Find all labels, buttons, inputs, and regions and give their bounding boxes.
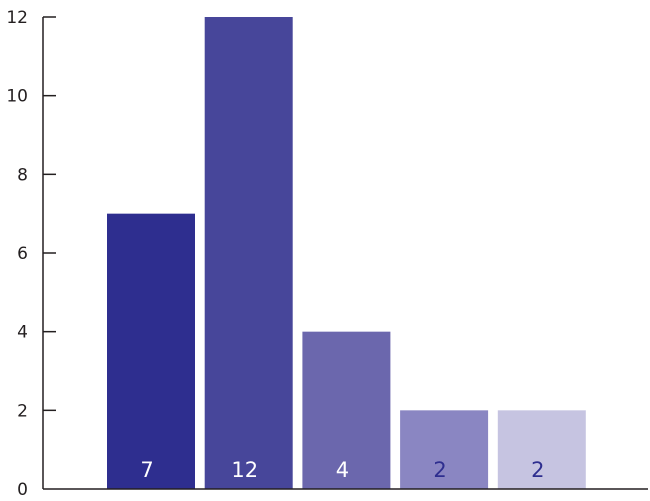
- bar-5: [497, 410, 586, 489]
- bar-value-label-3: 4: [336, 458, 349, 482]
- y-tick-label-10: 10: [6, 87, 28, 107]
- y-tick-label-8: 8: [17, 165, 28, 185]
- bar-2: [204, 17, 293, 489]
- y-tick-label-2: 2: [17, 401, 28, 421]
- bar-value-label-2: 12: [231, 458, 258, 482]
- y-tick-label-6: 6: [17, 244, 28, 264]
- bar-4: [400, 410, 489, 489]
- y-tick-label-12: 12: [6, 8, 28, 28]
- bar-value-label-4: 2: [433, 458, 446, 482]
- bar-1: [107, 213, 195, 489]
- bar-value-label-5: 2: [531, 458, 544, 482]
- bar-3: [302, 331, 391, 489]
- bar-value-label-1: 7: [140, 458, 153, 482]
- y-tick-label-4: 4: [17, 323, 28, 343]
- y-tick-label-0: 0: [17, 480, 28, 500]
